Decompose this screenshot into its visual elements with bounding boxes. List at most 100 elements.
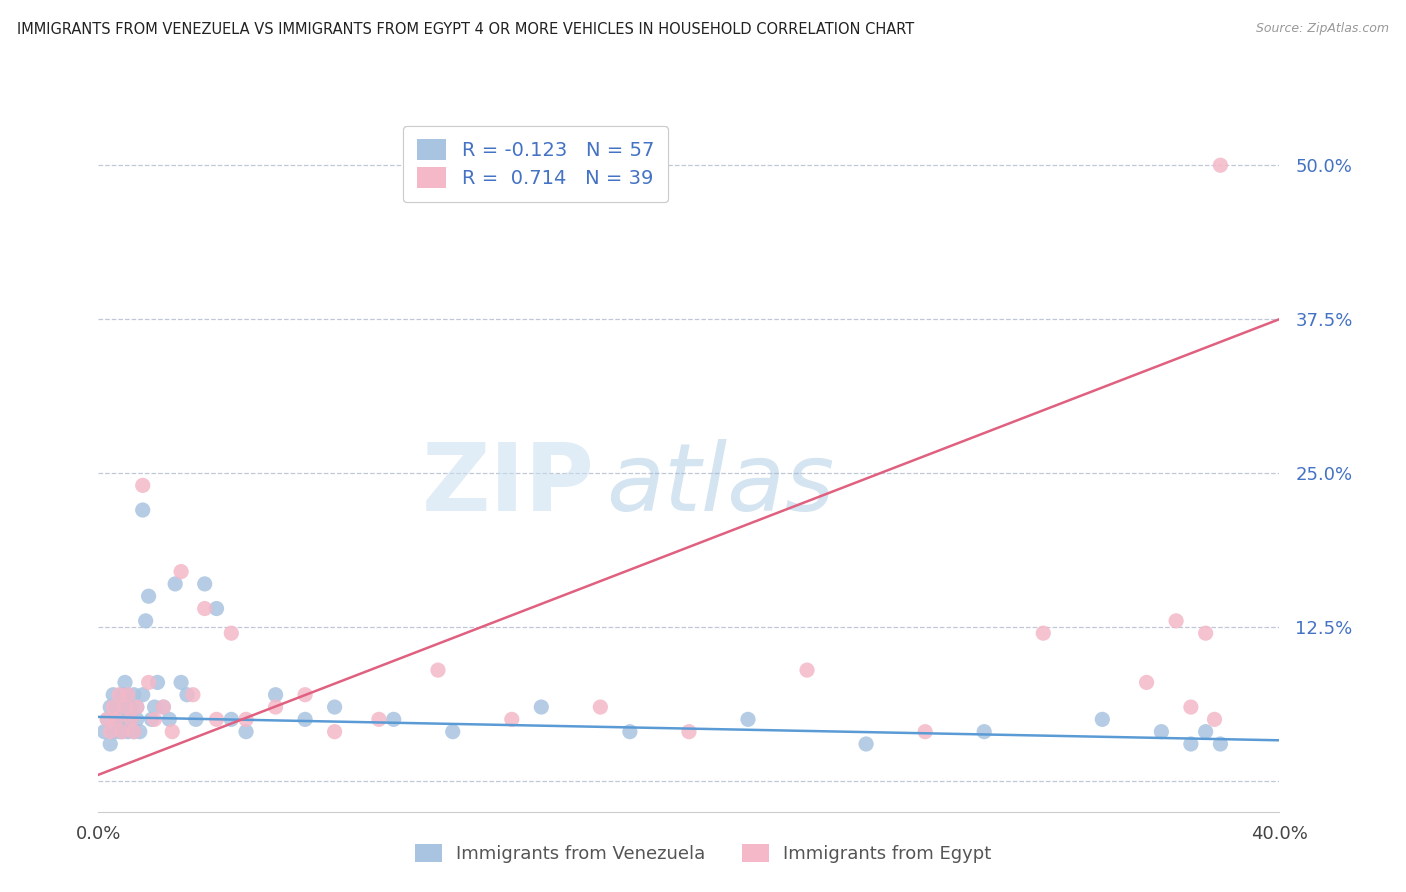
Point <box>294 688 316 702</box>
Point <box>103 724 125 739</box>
Point <box>111 688 134 702</box>
Point <box>855 737 877 751</box>
Point <box>235 724 257 739</box>
Point <box>143 712 166 726</box>
Text: IMMIGRANTS FROM VENEZUELA VS IMMIGRANTS FROM EGYPT 4 OR MORE VEHICLES IN HOUSEHO: IMMIGRANTS FROM VENEZUELA VS IMMIGRANTS … <box>17 22 914 37</box>
Point <box>1180 737 1202 751</box>
Point <box>796 663 818 677</box>
Point <box>98 737 121 751</box>
Point <box>132 688 155 702</box>
Point <box>108 724 131 739</box>
Point <box>114 675 136 690</box>
Text: atlas: atlas <box>606 439 835 530</box>
Point <box>181 688 204 702</box>
Point <box>143 700 166 714</box>
Point <box>530 700 553 714</box>
Point <box>108 688 131 702</box>
Point <box>117 724 139 739</box>
Point <box>111 724 134 739</box>
Point <box>264 688 287 702</box>
Point <box>170 565 193 579</box>
Point <box>619 724 641 739</box>
Point <box>1195 724 1218 739</box>
Point <box>170 675 193 690</box>
Point <box>589 700 612 714</box>
Point <box>1091 712 1114 726</box>
Point <box>427 663 450 677</box>
Point <box>138 589 160 603</box>
Point <box>128 724 150 739</box>
Point <box>98 700 121 714</box>
Point <box>146 675 169 690</box>
Point <box>176 688 198 702</box>
Point <box>103 700 125 714</box>
Point <box>194 577 217 591</box>
Point <box>125 712 148 726</box>
Point <box>1209 158 1232 172</box>
Point <box>165 577 187 591</box>
Point <box>323 724 346 739</box>
Point <box>205 712 228 726</box>
Point <box>382 712 405 726</box>
Point <box>1135 675 1157 690</box>
Point <box>135 614 157 628</box>
Point <box>122 724 145 739</box>
Point <box>235 712 257 726</box>
Point <box>120 700 142 714</box>
Point <box>162 724 183 739</box>
Point <box>132 503 155 517</box>
Point <box>1195 626 1218 640</box>
Point <box>93 724 115 739</box>
Point <box>152 700 174 714</box>
Point <box>138 675 160 690</box>
Point <box>1204 712 1226 726</box>
Point <box>117 700 139 714</box>
Point <box>1150 724 1173 739</box>
Point <box>441 724 464 739</box>
Point <box>323 700 346 714</box>
Point <box>103 688 125 702</box>
Point <box>678 724 700 739</box>
Point <box>125 700 148 714</box>
Point <box>117 688 139 702</box>
Text: ZIP: ZIP <box>422 439 595 531</box>
Point <box>914 724 936 739</box>
Point <box>96 712 118 726</box>
Point <box>114 712 136 726</box>
Point <box>96 712 118 726</box>
Point <box>1032 626 1054 640</box>
Point <box>120 712 142 726</box>
Point <box>737 712 759 726</box>
Point <box>125 700 148 714</box>
Point <box>205 601 228 615</box>
Point <box>1164 614 1187 628</box>
Text: Source: ZipAtlas.com: Source: ZipAtlas.com <box>1256 22 1389 36</box>
Point <box>194 601 217 615</box>
Point <box>122 688 145 702</box>
Legend: R = -0.123   N = 57, R =  0.714   N = 39: R = -0.123 N = 57, R = 0.714 N = 39 <box>404 126 668 202</box>
Point <box>184 712 207 726</box>
Point <box>152 700 174 714</box>
Point <box>294 712 316 726</box>
Point <box>111 724 134 739</box>
Point <box>105 712 128 726</box>
Point <box>117 688 139 702</box>
Point <box>264 700 287 714</box>
Point <box>157 712 180 726</box>
Point <box>1180 700 1202 714</box>
Point <box>1209 737 1232 751</box>
Point <box>120 712 142 726</box>
Point <box>368 712 391 726</box>
Point <box>108 700 131 714</box>
Point <box>501 712 523 726</box>
Point <box>219 626 242 640</box>
Point <box>108 712 131 726</box>
Point <box>141 712 163 726</box>
Point <box>122 724 145 739</box>
Legend: Immigrants from Venezuela, Immigrants from Egypt: Immigrants from Venezuela, Immigrants fr… <box>404 833 1002 874</box>
Point <box>219 712 242 726</box>
Point <box>973 724 995 739</box>
Point <box>132 478 155 492</box>
Point <box>114 700 136 714</box>
Point <box>105 700 128 714</box>
